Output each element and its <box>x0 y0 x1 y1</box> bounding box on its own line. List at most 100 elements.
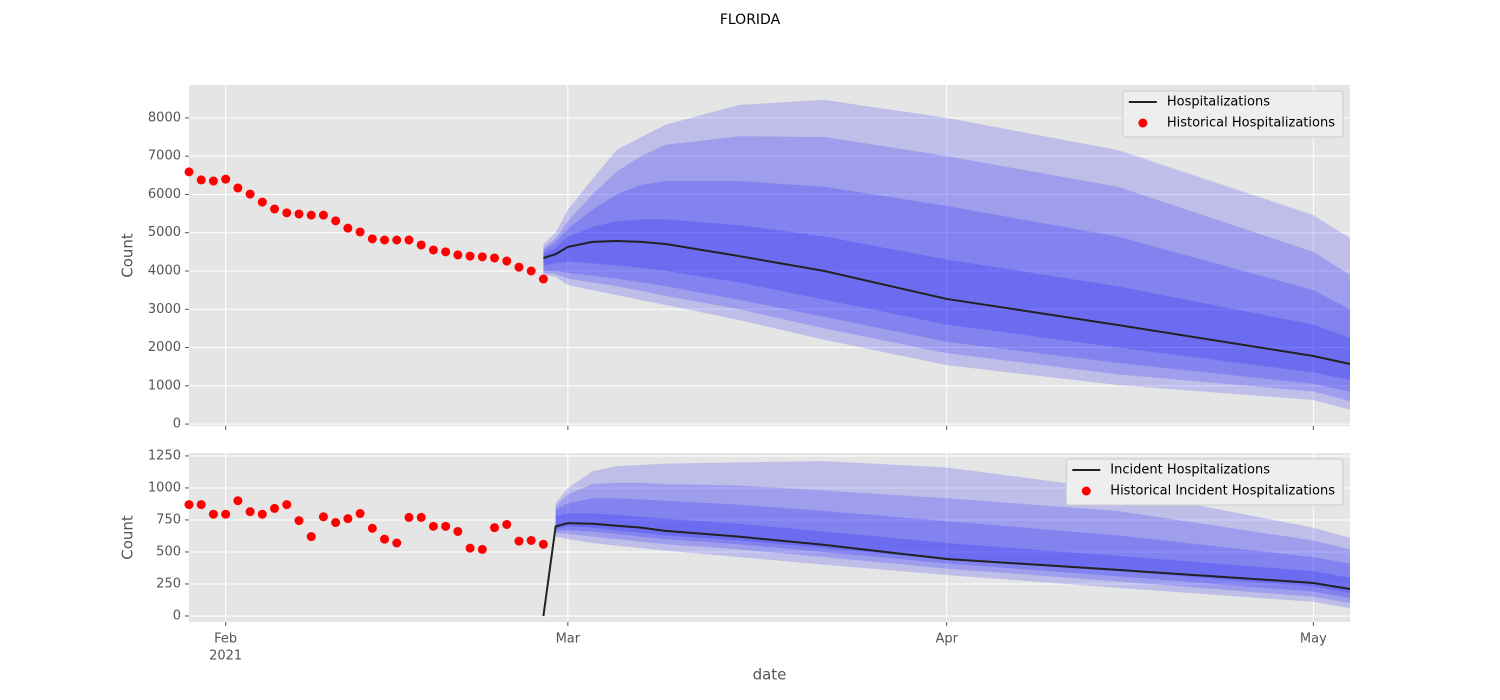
history-point <box>453 526 463 536</box>
history-point <box>380 534 390 544</box>
history-point <box>294 516 304 526</box>
history-point <box>416 240 426 250</box>
y-tick-label: 750 <box>156 512 181 527</box>
history-point <box>196 500 206 510</box>
history-point <box>184 167 194 177</box>
history-point <box>196 175 206 185</box>
y-tick-label: 1000 <box>148 480 181 495</box>
history-point <box>490 253 500 263</box>
history-point <box>428 521 438 531</box>
history-point <box>465 543 475 553</box>
history-point <box>245 507 255 517</box>
y-tick-label: 1000 <box>148 378 181 393</box>
forecast-line <box>542 522 1351 617</box>
x-tick-label: Mar <box>556 632 581 647</box>
x-tick-label: May <box>1300 632 1327 647</box>
y-tick-label: 2000 <box>148 340 181 355</box>
history-point <box>306 210 316 220</box>
legend-swatch <box>1081 486 1091 496</box>
history-point <box>490 523 500 533</box>
history-point <box>502 519 512 529</box>
history-point <box>233 496 243 506</box>
y-tick-label: 250 <box>156 576 181 591</box>
history-point <box>257 509 267 519</box>
y-tick-label: 7000 <box>148 149 181 164</box>
history-point <box>270 503 280 513</box>
forecast-band <box>543 136 1350 402</box>
history-point <box>477 252 487 262</box>
history-point <box>404 235 414 245</box>
plot-area <box>189 85 1350 426</box>
history-point <box>343 223 353 233</box>
history-point <box>306 532 316 542</box>
legend: Hospitalizations Historical Hospitalizati… <box>1122 90 1344 138</box>
history-point <box>208 176 218 186</box>
x-axis-label: date <box>753 666 787 684</box>
y-tick-label: 5000 <box>148 225 181 240</box>
legend: Incident Hospitalizations Historical Inci… <box>1065 458 1344 506</box>
history-point <box>514 262 524 272</box>
forecast-band <box>543 99 1350 410</box>
history-point <box>257 197 267 207</box>
legend-label: Incident Hospitalizations <box>1110 463 1270 478</box>
history-point <box>355 509 365 519</box>
legend-label: Hospitalizations <box>1167 95 1270 110</box>
history-point <box>526 266 536 276</box>
history-point <box>318 512 328 522</box>
history-point <box>428 245 438 255</box>
history-point <box>294 209 304 219</box>
figure-title: FLORIDA <box>720 12 781 28</box>
x-tick-label: Apr <box>935 632 958 647</box>
history-point <box>404 512 414 522</box>
history-point <box>380 235 390 245</box>
history-point <box>453 250 463 260</box>
history-point <box>331 216 341 226</box>
history-point <box>465 251 475 261</box>
history-point <box>367 523 377 533</box>
y-axis-label: Count <box>119 233 137 278</box>
legend-label: Historical Hospitalizations <box>1167 116 1335 131</box>
history-point <box>392 538 402 548</box>
history-point <box>416 512 426 522</box>
history-point <box>502 256 512 266</box>
history-point <box>538 539 548 549</box>
y-tick-label: 0 <box>173 417 181 432</box>
y-axis-label: Count <box>119 515 137 560</box>
legend-swatch <box>1138 118 1148 128</box>
history-point <box>355 227 365 237</box>
history-point <box>245 189 255 199</box>
history-point <box>184 500 194 510</box>
y-tick-label: 4000 <box>148 264 181 279</box>
forecast-line <box>543 239 1351 365</box>
history-point <box>221 509 231 519</box>
y-tick-label: 8000 <box>148 110 181 125</box>
y-tick-label: 500 <box>156 544 181 559</box>
history-point <box>441 521 451 531</box>
y-tick-label: 0 <box>173 608 181 623</box>
history-point <box>282 208 292 218</box>
y-tick-label: 3000 <box>148 302 181 317</box>
x-tick-year: 2021 <box>209 649 242 664</box>
history-point <box>282 500 292 510</box>
history-point <box>208 509 218 519</box>
history-point <box>526 535 536 545</box>
history-point <box>538 274 548 284</box>
y-tick-label: 1250 <box>148 448 181 463</box>
history-point <box>392 235 402 245</box>
legend-box <box>1122 90 1344 138</box>
history-point <box>233 183 243 193</box>
history-point <box>221 174 231 184</box>
history-point <box>514 536 524 546</box>
history-point <box>343 514 353 524</box>
history-point <box>367 234 377 244</box>
legend-box <box>1065 458 1344 506</box>
x-tick-label: Feb <box>214 632 237 647</box>
legend-label: Historical Incident Hospitalizations <box>1110 484 1335 499</box>
forecast-band <box>543 181 1350 392</box>
history-point <box>270 204 280 214</box>
history-point <box>477 544 487 554</box>
history-point <box>331 518 341 528</box>
history-point <box>318 210 328 220</box>
y-tick-label: 6000 <box>148 187 181 202</box>
